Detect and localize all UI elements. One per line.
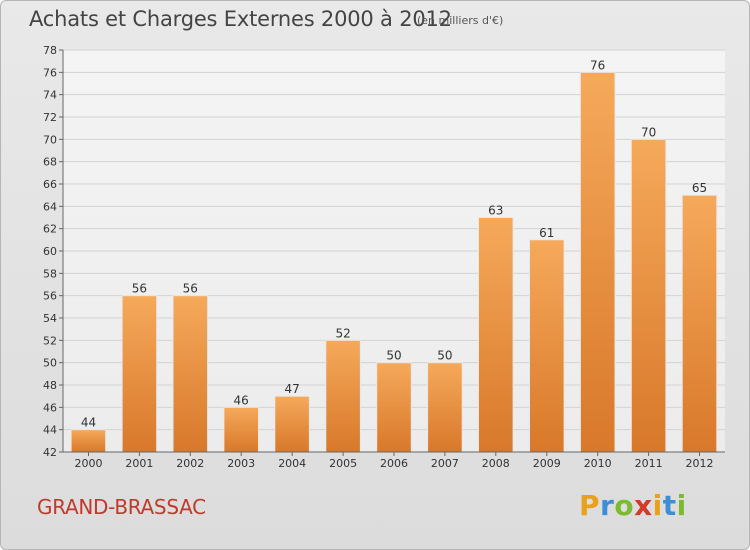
bar-value-label: 65: [692, 181, 707, 195]
chart-unit: (en milliers d'€): [417, 14, 504, 27]
bar-value-label: 76: [590, 58, 605, 72]
bar: [325, 339, 361, 453]
bar: [223, 406, 259, 453]
bar-value-label: 47: [285, 382, 300, 396]
bar-value-label: 44: [81, 416, 96, 430]
bar: [529, 239, 565, 453]
y-tick-label: 48: [43, 379, 57, 392]
y-tick-label: 50: [43, 357, 57, 370]
bar-value-label: 56: [132, 282, 147, 296]
logo-letter: t: [662, 489, 677, 522]
bar-value-label: 63: [488, 204, 503, 218]
axes: 42 44 46 48 50 52 54 56 58 60 62 64 66 68 70 72 74 76 78 20…: [43, 44, 725, 470]
x-tick-label: 2008: [482, 457, 510, 470]
y-tick-label: 62: [43, 223, 57, 236]
y-tick-label: 46: [43, 401, 57, 414]
logo-letter: P: [579, 489, 601, 522]
y-tick-label: 44: [43, 424, 57, 437]
x-tick-label: 2011: [635, 457, 663, 470]
y-tick-label: 52: [43, 334, 57, 347]
x-tick-label: 2000: [75, 457, 103, 470]
chart-title: Achats et Charges Externes 2000 à 2012: [29, 7, 452, 31]
bar-value-label: 46: [234, 393, 249, 407]
bar-value-label: 70: [641, 125, 656, 139]
commune-name: GRAND-BRASSAC: [37, 495, 206, 519]
y-tick-label: 42: [43, 446, 57, 459]
bar: [579, 71, 616, 453]
bar: [630, 138, 667, 453]
bar: [478, 217, 514, 453]
proxiti-logo[interactable]: Proxiti: [579, 489, 687, 522]
y-tick-label: 64: [43, 200, 57, 213]
x-tick-label: 2012: [686, 457, 714, 470]
y-tick-label: 72: [43, 111, 57, 124]
bar: [681, 194, 718, 453]
y-tick-label: 78: [43, 44, 57, 57]
logo-letter: x: [634, 489, 653, 522]
bar-value-label: 52: [335, 326, 350, 340]
x-tick-label: 2007: [431, 457, 459, 470]
y-tick-label: 74: [43, 89, 57, 102]
bar: [70, 429, 107, 453]
y-tick-label: 70: [43, 133, 57, 146]
bar: [427, 362, 463, 453]
logo-letter: i: [676, 489, 687, 522]
x-tick-label: 2004: [278, 457, 306, 470]
y-tick-label: 56: [43, 290, 57, 303]
x-tick-label: 2010: [584, 457, 612, 470]
y-tick-label: 54: [43, 312, 57, 325]
bar: [274, 395, 310, 453]
x-tick-label: 2009: [533, 457, 561, 470]
x-tick-label: 2002: [176, 457, 204, 470]
x-tick-label: 2005: [329, 457, 357, 470]
logo-letter: i: [652, 489, 663, 522]
bar-value-label: 50: [386, 349, 401, 363]
logo-letter: r: [600, 489, 615, 522]
y-tick-label: 66: [43, 178, 57, 191]
y-tick-label: 60: [43, 245, 57, 258]
y-tick-label: 58: [43, 267, 57, 280]
x-tick-label: 2003: [227, 457, 255, 470]
x-tick-label: 2006: [380, 457, 408, 470]
bar: [121, 295, 158, 453]
bar: [376, 362, 412, 453]
y-tick-label: 68: [43, 156, 57, 169]
bar-value-label: 61: [539, 226, 554, 240]
bar-value-label: 50: [437, 349, 452, 363]
bar-value-label: 56: [183, 282, 198, 296]
x-tick-label: 2001: [125, 457, 153, 470]
y-tick-label: 76: [43, 66, 57, 79]
bar: [172, 295, 209, 453]
logo-letter: o: [614, 489, 635, 522]
bars: 44 56 56 46 47 52 50 50 63 61 76 70 65: [70, 58, 718, 453]
